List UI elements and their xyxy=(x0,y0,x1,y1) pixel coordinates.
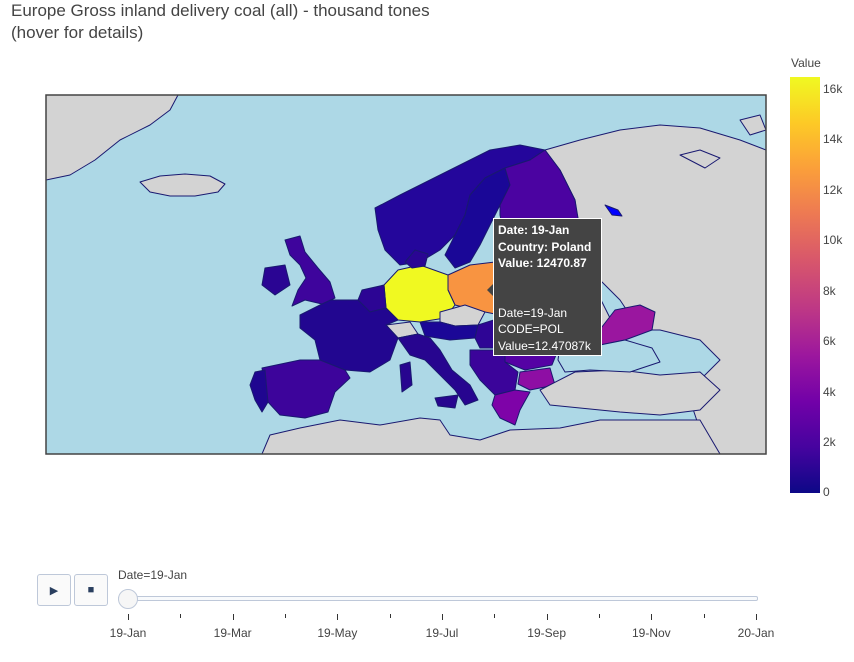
country-bulgaria[interactable] xyxy=(517,367,556,391)
colorbar-tick: 6k xyxy=(823,334,836,348)
slider-tick xyxy=(337,614,339,620)
colorbar-tick: 10k xyxy=(823,233,843,247)
slider-tick xyxy=(442,614,443,620)
slider-tick xyxy=(599,614,600,618)
map-frame xyxy=(45,94,767,455)
slider-tick xyxy=(546,614,548,620)
tooltip-date: Date: 19-Jan xyxy=(498,223,570,237)
tooltip-value2: Value=12.47087k xyxy=(498,338,591,353)
slider-tick xyxy=(703,614,705,618)
greenland-land xyxy=(46,95,179,181)
country-uk[interactable] xyxy=(284,235,336,307)
play-icon: ▶ xyxy=(49,584,59,597)
tooltip-date2: Date=19-Jan xyxy=(498,305,568,320)
slider-current-label: Date=19-Jan xyxy=(118,568,188,582)
slider-tick xyxy=(494,614,496,618)
slider-tick xyxy=(756,614,757,620)
stop-button[interactable]: ■ xyxy=(74,574,108,606)
country-greece[interactable] xyxy=(491,389,531,426)
colorbar-title: Value xyxy=(791,56,821,70)
colorbar xyxy=(790,77,820,493)
island-sardinia[interactable] xyxy=(399,361,413,393)
arctic-island xyxy=(679,149,721,169)
chart-title-line2: (hover for details) xyxy=(11,23,144,42)
colorbar-tick: 16k xyxy=(823,82,843,96)
slider-handle[interactable] xyxy=(118,589,138,609)
africa-land xyxy=(261,417,721,454)
colorbar-tick: 0 xyxy=(823,485,830,499)
arctic-island-2 xyxy=(739,114,766,136)
island-sicily[interactable] xyxy=(434,394,459,409)
slider-tick xyxy=(651,614,653,620)
slider-tick-label: 19-May xyxy=(317,626,358,640)
slider-tick-label: 20-Jan xyxy=(737,626,775,640)
slider-tick-label: 19-Mar xyxy=(213,626,252,640)
colorbar-tick: 12k xyxy=(823,183,843,197)
tooltip-country: Country: Poland xyxy=(498,239,592,254)
slider-tick xyxy=(285,614,286,618)
colorbar-tick: 8k xyxy=(823,284,836,298)
country-portugal[interactable] xyxy=(249,369,269,413)
slider-tick xyxy=(128,614,129,620)
slider-tick xyxy=(180,614,182,618)
country-denmark[interactable] xyxy=(404,249,429,269)
slider-tick-label: 19-Jul xyxy=(425,626,459,640)
colorbar-tick: 2k xyxy=(823,435,836,449)
colorbar-tick: 14k xyxy=(823,132,843,146)
slider-tick-label: 19-Nov xyxy=(631,626,671,640)
colorbar-tick: 4k xyxy=(823,385,836,399)
hover-tooltip: Date: 19-Jan Country: Poland Value: 1247… xyxy=(493,218,602,356)
chart-title: Europe Gross inland delivery coal (all) … xyxy=(11,0,430,44)
slider-tick xyxy=(232,614,234,620)
tooltip-code: CODE=POL xyxy=(498,322,564,336)
lake xyxy=(604,204,623,217)
slider-tick-label: 19-Jan xyxy=(109,626,147,640)
tooltip-value: Value: 12470.87 xyxy=(498,256,587,270)
iceland-land xyxy=(139,173,226,197)
stop-icon: ■ xyxy=(87,584,95,596)
slider-tick xyxy=(389,614,391,618)
country-italy[interactable] xyxy=(397,333,479,406)
chart-title-line1: Europe Gross inland delivery coal (all) … xyxy=(11,1,430,20)
slider-tick-label: 19-Sep xyxy=(527,626,567,640)
country-ireland[interactable] xyxy=(261,264,291,296)
slider-rail[interactable] xyxy=(118,596,758,601)
play-button[interactable]: ▶ xyxy=(37,574,71,606)
tooltip-arrow xyxy=(487,284,493,296)
